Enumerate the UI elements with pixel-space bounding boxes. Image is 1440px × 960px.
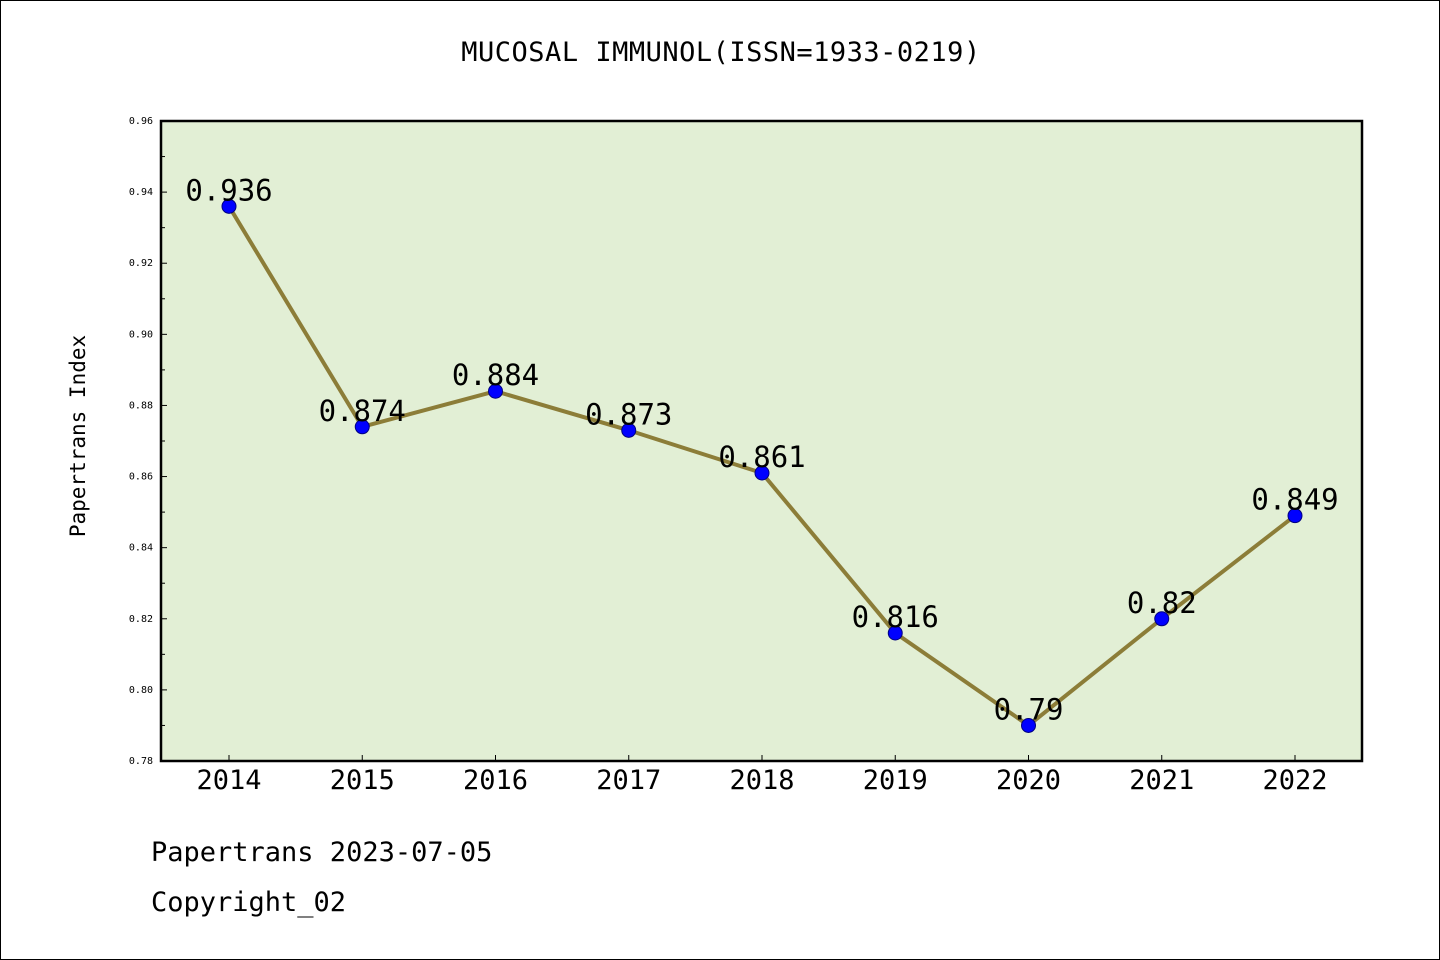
y-tick-label: 0.88 <box>129 400 153 411</box>
plot-frame <box>159 119 1364 763</box>
data-point <box>354 419 370 435</box>
data-point <box>887 625 903 641</box>
x-tick-label: 2014 <box>196 765 261 796</box>
data-point <box>754 465 770 481</box>
data-label: 0.874 <box>319 394 406 428</box>
data-point <box>621 422 637 438</box>
y-tick-label: 0.82 <box>129 614 153 625</box>
chart-title: MUCOSAL IMMUNOL(ISSN=1933-0219) <box>461 37 981 68</box>
data-point <box>1021 717 1036 733</box>
data-label: 0.816 <box>852 600 939 634</box>
footer-date: Papertrans 2023-07-05 <box>151 837 493 868</box>
x-tick-label: 2018 <box>729 765 794 796</box>
x-tick-label: 2017 <box>596 765 661 796</box>
data-point <box>1154 611 1170 627</box>
data-label: 0.82 <box>1127 586 1197 620</box>
y-tick-label: 0.94 <box>129 187 153 198</box>
y-tick-label: 0.92 <box>129 258 153 269</box>
x-tick-label: 2022 <box>1262 765 1327 796</box>
data-label: 0.79 <box>994 692 1064 726</box>
data-point <box>1287 508 1303 524</box>
data-label: 0.849 <box>1251 483 1338 517</box>
footer-copyright: Copyright_02 <box>151 887 347 918</box>
x-tick-label: 2019 <box>863 765 928 796</box>
x-tick-label: 2016 <box>463 765 528 796</box>
y-tick-label: 0.78 <box>129 756 153 767</box>
x-tick-label: 2015 <box>330 765 395 796</box>
x-tick-label: 2020 <box>996 765 1061 796</box>
y-axis-title: Papertrans Index <box>66 335 90 537</box>
data-point <box>488 383 503 399</box>
y-tick-label: 0.96 <box>129 116 153 127</box>
data-label: 0.861 <box>718 440 805 474</box>
data-label: 0.936 <box>185 173 272 207</box>
data-label: 0.884 <box>452 358 539 392</box>
plot-area <box>161 121 1362 761</box>
data-point <box>221 198 237 214</box>
y-tick-label: 0.80 <box>129 685 153 696</box>
y-tick-label: 0.84 <box>129 543 153 554</box>
y-tick-label: 0.86 <box>129 472 153 483</box>
data-label: 0.873 <box>585 397 672 431</box>
x-tick-label: 2021 <box>1129 765 1194 796</box>
y-tick-label: 0.90 <box>129 329 153 340</box>
